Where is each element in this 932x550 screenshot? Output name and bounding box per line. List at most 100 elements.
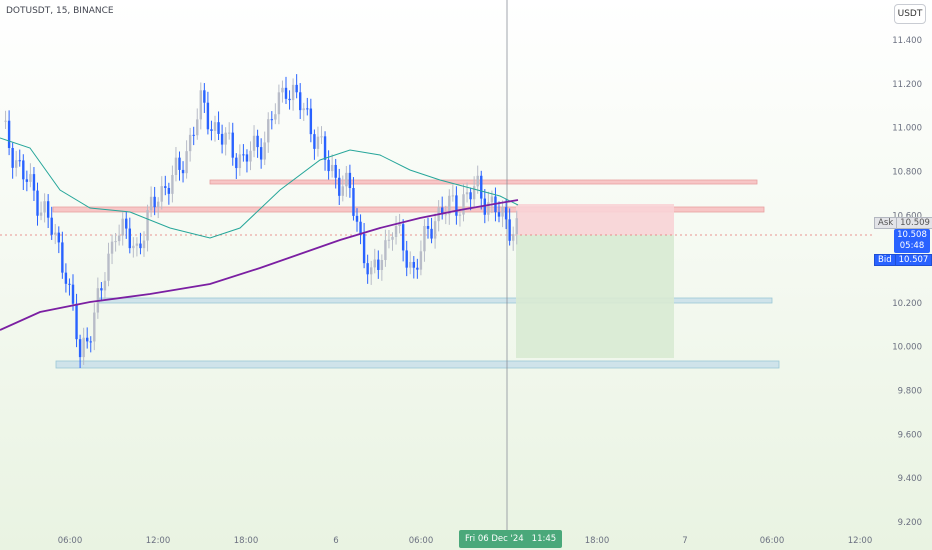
candle-body: [441, 207, 444, 215]
candle-body: [249, 150, 252, 162]
candle-body: [359, 221, 362, 234]
candle-body: [508, 219, 511, 241]
candle-body: [274, 114, 277, 120]
currency-button[interactable]: USDT: [894, 4, 926, 24]
resistance-zone-lower: [52, 206, 765, 213]
candle-body: [135, 243, 139, 246]
candle-body: [171, 174, 174, 194]
candle-body: [11, 147, 14, 168]
candle-body: [270, 119, 273, 121]
candle-body: [149, 196, 153, 211]
bid-price-tag: Bid 10.507: [874, 254, 932, 266]
candle-body: [299, 92, 302, 111]
candle-body: [334, 164, 337, 178]
candle-body: [366, 263, 369, 275]
candle-body: [380, 260, 384, 270]
price-tick-label: 10.000: [892, 343, 922, 353]
ask-value: 10.509: [897, 217, 932, 229]
time-tick-label: 7: [682, 536, 687, 546]
crosshair-time-badge: Fri 06 Dec '24 11:45: [459, 530, 563, 548]
candle-body: [284, 87, 288, 99]
candle-body: [231, 132, 234, 158]
stop-loss-zone: [516, 204, 674, 235]
candle-body: [316, 136, 320, 149]
candle-body: [82, 337, 85, 358]
candle-body: [295, 84, 298, 93]
candle-body: [465, 192, 469, 195]
candle-body: [61, 242, 64, 273]
candle-body: [423, 225, 426, 252]
candle-body: [217, 122, 220, 134]
bid-value: 10.507: [895, 254, 932, 266]
candle-body: [153, 196, 156, 208]
candle-body: [455, 195, 458, 216]
candle-body: [18, 160, 21, 162]
time-tick-label: 12:00: [848, 536, 873, 546]
candle-body: [504, 207, 508, 220]
price-tick-label: 10.800: [892, 167, 922, 177]
candle-body: [405, 250, 408, 268]
candle-body: [259, 147, 263, 160]
candle-body: [46, 201, 50, 218]
candle-body: [224, 132, 227, 145]
price-tick-label: 9.800: [898, 387, 922, 397]
candle-body: [394, 225, 398, 237]
ask-label: Ask: [874, 217, 898, 229]
take-profit-zone: [516, 235, 674, 358]
candle-body: [412, 261, 415, 268]
candle-body: [476, 175, 479, 187]
candle-body: [213, 122, 217, 131]
candle-body: [68, 283, 71, 285]
candle-body: [114, 241, 117, 243]
candle-body: [458, 214, 462, 216]
candle-body: [206, 102, 210, 130]
price-tick-label: 10.600: [892, 211, 922, 221]
price-tick-label: 9.600: [898, 430, 922, 440]
candle-body: [384, 240, 387, 261]
candle-body: [313, 134, 316, 149]
candle-body: [306, 108, 309, 110]
moving-average-slow: [0, 199, 519, 331]
candle-body: [100, 288, 103, 291]
candle-body: [103, 280, 107, 291]
candle-body: [128, 228, 131, 249]
time-tick-label: 6: [333, 536, 338, 546]
candle-body: [398, 224, 401, 226]
candle-body: [267, 119, 270, 143]
price-tick-label: 11.000: [892, 124, 922, 134]
candle-body: [228, 132, 231, 134]
candle-body: [160, 186, 163, 202]
candle-body: [252, 135, 256, 151]
candle-body: [89, 341, 92, 343]
candle-body: [185, 151, 188, 174]
candle-body: [490, 196, 494, 203]
candle-body: [355, 215, 359, 222]
candle-body: [142, 240, 146, 249]
candle-body: [57, 232, 60, 243]
candle-body: [107, 253, 110, 281]
candle-body: [121, 218, 124, 236]
candle-body: [451, 195, 455, 197]
candle-body: [210, 129, 213, 131]
price-tick-label: 11.400: [892, 36, 922, 46]
candle-body: [78, 339, 82, 358]
candle-body: [86, 337, 89, 342]
candle-body: [320, 136, 323, 138]
candle-body: [50, 217, 53, 235]
candle-body: [132, 245, 135, 249]
price-tick-label: 10.200: [892, 299, 922, 309]
candle-body: [341, 186, 344, 196]
candle-body: [291, 84, 295, 101]
symbol-info[interactable]: DOTUSDT, 15, BINANCE: [6, 6, 114, 16]
price-tick-label: 9.200: [898, 518, 922, 528]
support-zone-lower: [55, 360, 780, 369]
time-tick-label: 12:00: [146, 536, 171, 546]
candle-body: [263, 142, 266, 160]
candle-body: [409, 261, 412, 268]
candle-body: [32, 174, 36, 191]
crosshair-date: Fri 06 Dec '24: [465, 534, 524, 544]
time-tick-label: 18:00: [585, 536, 610, 546]
candle-body: [93, 312, 96, 342]
